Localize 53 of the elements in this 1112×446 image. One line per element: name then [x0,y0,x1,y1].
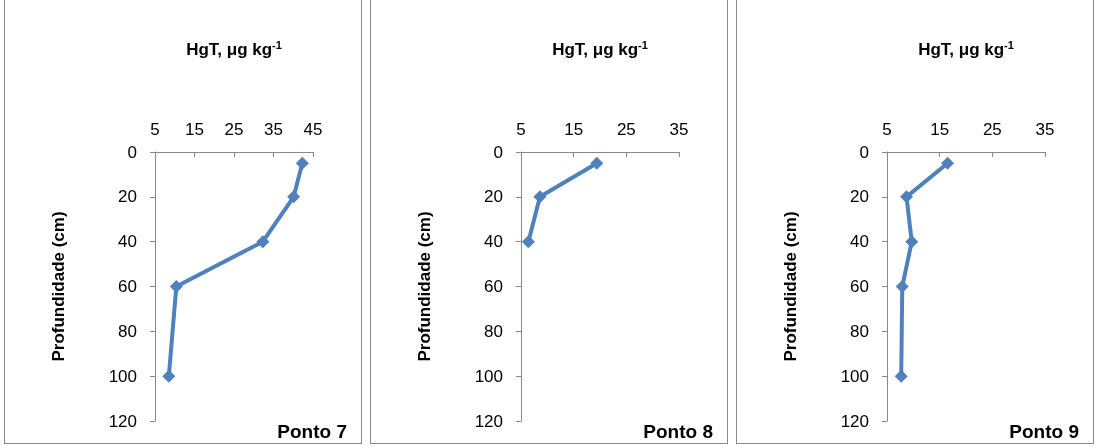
x-tick-label: 5 [882,120,892,139]
point [895,280,909,293]
x-tick-label: 5 [150,120,160,139]
y-tick-label: 0 [127,142,137,162]
y-tick-label: 80 [850,321,869,341]
point [899,190,913,204]
point [256,235,270,249]
x-tick-label: 15 [185,120,204,139]
y-tick-label: 40 [850,232,869,252]
point [295,156,309,170]
y-tick-label: 60 [118,277,137,296]
x-tick-label: 25 [616,120,636,139]
y-tick-label: 120 [474,411,503,431]
y-tick-label: 80 [484,321,503,341]
y-tick-label: 40 [484,232,503,252]
point [905,235,919,249]
y-tick-label: 100 [474,366,503,386]
y-tick-label: 120 [108,411,137,431]
x-tick-label: 5 [516,120,526,139]
y-tick-label: 120 [840,411,869,431]
x-tick-label: 35 [1035,120,1055,139]
x-tick-label: 25 [224,120,244,139]
y-tick-label: 40 [118,232,137,252]
point [941,156,955,170]
x-tick-label: 15 [564,120,584,139]
y-axis-title: Profundidade (cm) [49,211,68,362]
y-axis-title: Profundidade (cm) [781,211,800,362]
y-tick-label: 0 [859,142,869,162]
x-tick-label: 35 [264,120,283,139]
x-tick-label: 15 [930,120,950,139]
annotation: Ponto 8 [643,421,714,442]
y-tick-label: 20 [118,187,137,207]
y-tick-label: 100 [840,366,869,386]
annotation: Ponto 7 [277,421,348,442]
y-tick-label: 60 [484,277,503,296]
y-tick-label: 20 [484,187,503,207]
annotation: Ponto 9 [1009,421,1080,442]
x-tick-label: 35 [669,120,689,139]
point [590,156,604,170]
y-tick-label: 100 [108,366,137,386]
y-tick-label: 20 [850,187,869,207]
point [162,369,176,383]
point [521,235,535,249]
y-axis-title: Profundidade (cm) [415,211,434,362]
point [533,190,547,204]
point [894,369,908,383]
x-tick-label: 45 [303,120,323,139]
y-tick-label: 80 [118,321,137,341]
y-tick-label: 60 [850,277,869,296]
point [169,280,183,293]
point [287,190,301,204]
x-tick-label: 25 [982,120,1002,139]
y-tick-label: 0 [493,142,503,162]
